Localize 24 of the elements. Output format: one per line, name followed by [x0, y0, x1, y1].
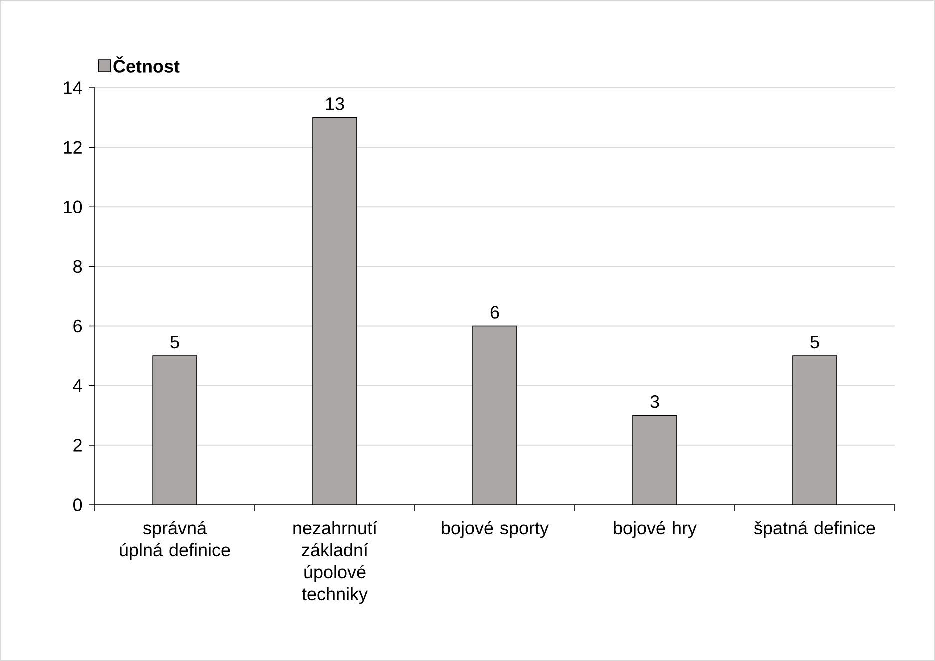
- y-tick-label: 2: [74, 439, 82, 452]
- y-tick-label: 10: [64, 200, 82, 214]
- data-label: 3: [650, 395, 660, 408]
- bar: [153, 356, 198, 505]
- x-tick-label: špatná definice: [754, 521, 876, 538]
- data-label: 5: [170, 336, 180, 349]
- x-tick-label: správná úplná definice: [120, 521, 230, 560]
- data-label: 5: [810, 336, 820, 349]
- y-tick-label: 12: [64, 141, 82, 154]
- bar: [313, 118, 358, 505]
- data-label: 13: [326, 98, 344, 110]
- y-tick-label: 6: [74, 320, 82, 333]
- y-tick-label: 8: [74, 260, 82, 274]
- y-tick-label: 0: [74, 498, 82, 512]
- legend-label: Četnost: [114, 56, 180, 73]
- y-tick-label: 4: [73, 380, 82, 392]
- bar: [792, 356, 838, 505]
- y-tick-label: 14: [64, 82, 82, 94]
- bar: [633, 416, 677, 505]
- data-label: 6: [490, 306, 500, 319]
- x-tick-label: bojové sporty: [442, 521, 549, 538]
- x-tick-label: bojové hry: [614, 521, 697, 538]
- bar: [473, 326, 518, 505]
- x-tick-label: nezahrnutí základní úpolové techniky: [294, 521, 378, 604]
